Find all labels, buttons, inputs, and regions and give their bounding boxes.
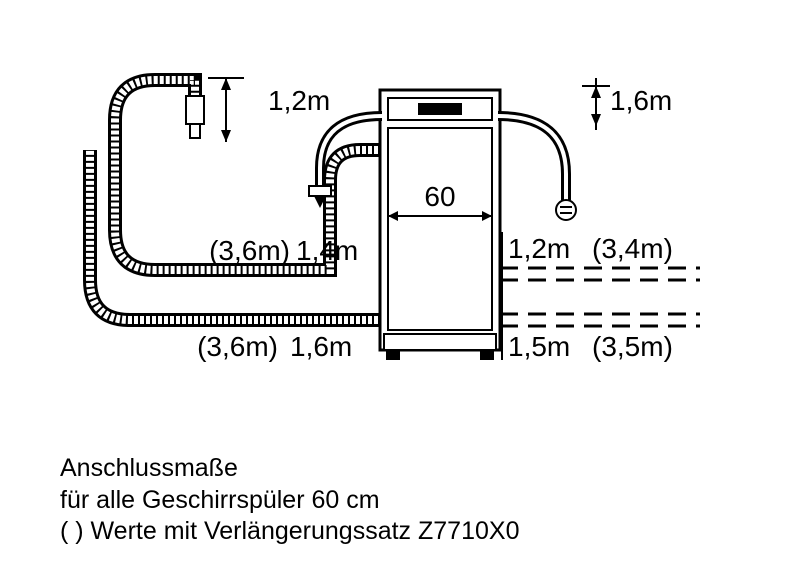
caption-line-1: Anschlussmaße <box>60 453 519 484</box>
appliance-width-label: 60 <box>424 181 455 212</box>
label-left-upper-value: 1,4m <box>296 235 358 266</box>
appliance <box>380 90 500 360</box>
caption-line-2: für alle Geschirrspüler 60 cm <box>60 485 519 516</box>
label-right-lower-value: 1,5m <box>508 331 570 362</box>
label-left-hose-height: 1,2m <box>268 85 330 116</box>
left-hose-height-arrow <box>208 78 244 142</box>
label-right-upper-value: 1,2m <box>508 233 570 264</box>
right-hose-height-arrow-short <box>582 86 610 126</box>
label-right-upper-paren: (3,4m) <box>592 233 673 264</box>
label-right-hose-height: 1,6m <box>610 85 672 116</box>
right-supply-tube <box>498 116 576 220</box>
caption-line-3: ( ) Werte mit Verlängerungssatz Z7710X0 <box>60 516 519 547</box>
right-cables <box>500 268 700 326</box>
label-left-upper-paren: (3,6m) <box>209 235 290 266</box>
label-right-lower-paren: (3,5m) <box>592 331 673 362</box>
diagram-stage: 60 1,2m 1,6m (3,6m) 1,4m (3,6m) 1,6m 1,2… <box>0 0 786 587</box>
label-left-lower-value: 1,6m <box>290 331 352 362</box>
left-supply-tube <box>309 116 382 208</box>
label-left-lower-paren: (3,6m) <box>197 331 278 362</box>
caption-block: Anschlussmaße für alle Geschirrspüler 60… <box>60 453 519 547</box>
